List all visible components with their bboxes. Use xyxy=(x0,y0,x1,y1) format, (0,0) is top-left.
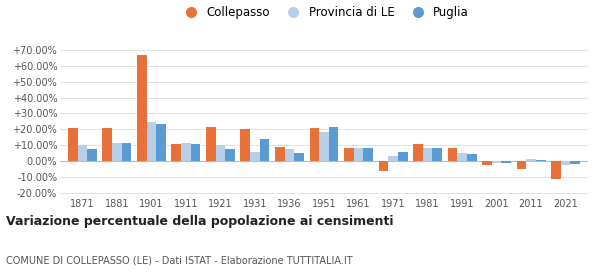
Bar xyxy=(68,128,77,161)
Bar xyxy=(319,132,329,161)
Bar xyxy=(191,144,200,161)
Legend: Collepasso, Provincia di LE, Puglia: Collepasso, Provincia di LE, Puglia xyxy=(174,2,474,24)
Bar xyxy=(206,127,215,161)
Bar xyxy=(561,161,571,165)
Bar xyxy=(137,55,146,161)
Bar xyxy=(156,124,166,161)
Text: COMUNE DI COLLEPASSO (LE) - Dati ISTAT - Elaborazione TUTTITALIA.IT: COMUNE DI COLLEPASSO (LE) - Dati ISTAT -… xyxy=(6,255,353,265)
Bar xyxy=(77,145,87,161)
Bar xyxy=(344,148,353,161)
Bar xyxy=(87,149,97,161)
Bar xyxy=(482,161,492,165)
Bar xyxy=(241,129,250,161)
Bar xyxy=(260,139,269,161)
Bar xyxy=(433,148,442,161)
Bar xyxy=(122,143,131,161)
Bar xyxy=(448,148,457,161)
Bar xyxy=(353,148,364,161)
Bar xyxy=(517,161,526,169)
Bar xyxy=(536,160,545,161)
Bar xyxy=(388,155,398,161)
Bar xyxy=(492,161,502,164)
Bar xyxy=(457,153,467,161)
Bar xyxy=(571,161,580,164)
Bar xyxy=(329,127,338,161)
Bar xyxy=(398,152,407,161)
Bar xyxy=(226,149,235,161)
Bar xyxy=(112,143,122,161)
Bar xyxy=(502,161,511,164)
Bar xyxy=(103,128,112,161)
Bar xyxy=(172,144,181,161)
Text: Variazione percentuale della popolazione ai censimenti: Variazione percentuale della popolazione… xyxy=(6,215,394,228)
Bar xyxy=(551,161,561,179)
Bar xyxy=(310,128,319,161)
Bar xyxy=(364,148,373,161)
Bar xyxy=(467,154,476,161)
Bar xyxy=(215,145,226,161)
Bar xyxy=(146,122,156,161)
Bar xyxy=(181,143,191,161)
Bar xyxy=(526,159,536,161)
Bar xyxy=(295,153,304,161)
Bar xyxy=(413,144,422,161)
Bar xyxy=(379,161,388,171)
Bar xyxy=(275,147,284,161)
Bar xyxy=(284,149,295,161)
Bar xyxy=(250,152,260,161)
Bar xyxy=(422,148,433,161)
